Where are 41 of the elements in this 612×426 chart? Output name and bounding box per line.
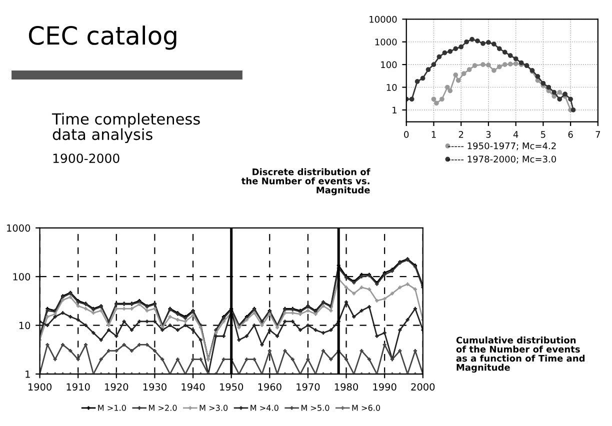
text: CEC catalog: [28, 26, 176, 50]
legend-label: ----- 1950-1977; Mc=4.2: [448, 142, 556, 150]
y-tick-label: 10: [19, 322, 30, 330]
x-tick-label: 1910: [66, 383, 90, 391]
y-tick-label: 1: [26, 370, 30, 378]
x-tick-label: 1950: [220, 383, 244, 391]
x-tick-label: 1940: [182, 383, 205, 391]
legend-label: M >2.0: [149, 404, 177, 411]
x-tick-label: 0: [404, 131, 409, 138]
y-tick-label: 100: [13, 273, 30, 280]
x-tick-label: 7: [596, 131, 600, 138]
x-tick-label: 3: [486, 131, 491, 138]
y-tick-label: 10000: [370, 16, 397, 23]
x-tick-label: 1: [432, 131, 436, 138]
x-tick-label: 2: [458, 131, 464, 138]
legend-label: M >6.0: [352, 404, 380, 411]
x-tick-label: 1990: [373, 383, 396, 391]
x-tick-label: 5: [541, 131, 546, 138]
x-tick-label: 2000: [411, 383, 435, 391]
y-tick-label: 100: [381, 61, 397, 68]
x-tick-label: 6: [568, 131, 573, 138]
legend-label: M >3.0: [200, 404, 228, 411]
y-tick-label: 1: [392, 106, 397, 114]
x-tick-label: 1970: [296, 383, 320, 391]
x-tick-label: 4: [513, 131, 518, 138]
legend-label: M >5.0: [301, 404, 330, 411]
text: Cumulative distribution of the Number of events as a function of Time and Magnitude: [456, 336, 585, 373]
x-tick-label: 1930: [143, 383, 166, 391]
legend-label: ----- 1978-2000; Mc=3.0: [448, 156, 556, 164]
x-tick-label: 1960: [258, 383, 282, 391]
x-tick-label: 1920: [105, 383, 128, 391]
y-tick-label: 1000: [7, 224, 30, 232]
text: Time completeness data analysis: [52, 112, 200, 144]
text: 1900-2000: [53, 154, 120, 164]
legend-label: M >1.0: [98, 404, 126, 411]
x-tick-label: 1900: [28, 383, 52, 391]
x-tick-label: 1980: [334, 383, 358, 391]
y-tick-label: 1000: [375, 38, 397, 46]
text: Discrete distribution of the Number of events vs. Magnitude: [241, 168, 370, 196]
legend-label: M >4.0: [250, 404, 278, 411]
y-tick-label: 10: [386, 84, 397, 91]
